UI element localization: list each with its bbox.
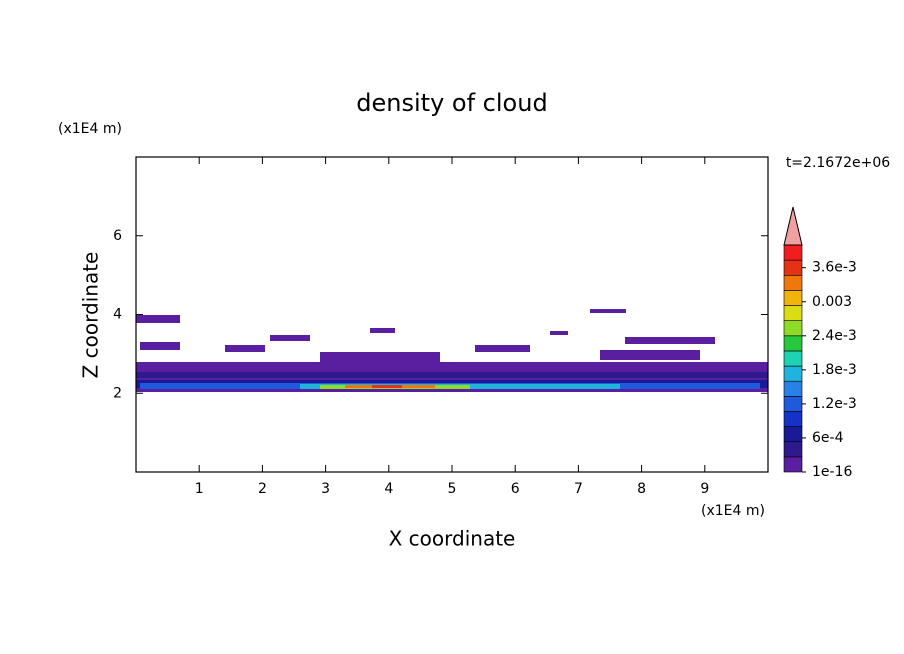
cloud-field xyxy=(136,309,768,392)
colorbar-extend xyxy=(783,206,803,246)
y-unit: (x1E4 m) xyxy=(58,121,122,137)
x-tick-label: 7 xyxy=(574,481,583,497)
colorbar-box xyxy=(783,259,803,276)
plot-frame xyxy=(135,156,769,473)
x-tick-label: 6 xyxy=(511,481,520,497)
colorbar-box xyxy=(783,426,803,443)
x-unit: (x1E4 m) xyxy=(701,503,765,519)
colorbar-box xyxy=(783,411,803,427)
colorbar-label: 3.6e-3 xyxy=(812,260,857,276)
colorbar-box xyxy=(783,456,803,473)
colorbar-box xyxy=(783,350,803,367)
colorbar-box xyxy=(783,244,803,261)
colorbar-box xyxy=(783,305,803,321)
colorbar-label: 1.2e-3 xyxy=(812,396,857,412)
x-tick-label: 8 xyxy=(637,481,646,497)
colorbar-box xyxy=(783,335,803,352)
x-tick-label: 3 xyxy=(321,481,330,497)
colorbar-box xyxy=(783,441,803,458)
colorbar-box xyxy=(783,365,803,382)
colorbar-box xyxy=(783,380,803,397)
colorbar-box xyxy=(783,274,803,291)
x-tick-label: 2 xyxy=(258,481,267,497)
colorbar-label: 1.8e-3 xyxy=(812,362,857,378)
colorbar-box xyxy=(783,290,803,306)
colorbar-box xyxy=(783,320,803,337)
chart-title: density of cloud xyxy=(356,89,547,117)
time-label: t=2.1672e+06 xyxy=(786,155,890,171)
x-label: X coordinate xyxy=(389,527,516,551)
y-label: Z coordinate xyxy=(79,252,103,379)
x-tick-label: 5 xyxy=(448,481,457,497)
y-tick-label: 2 xyxy=(113,385,122,401)
x-tick-label: 9 xyxy=(700,481,709,497)
y-tick-label: 4 xyxy=(113,307,122,323)
colorbar-label: 6e-4 xyxy=(812,430,844,446)
x-tick-label: 4 xyxy=(384,481,393,497)
colorbar-box xyxy=(783,396,803,412)
y-tick-label: 6 xyxy=(113,228,122,244)
x-tick-label: 1 xyxy=(195,481,204,497)
colorbar-label: 0.003 xyxy=(812,294,852,310)
colorbar-label: 1e-16 xyxy=(812,464,852,480)
colorbar-label: 2.4e-3 xyxy=(812,328,857,344)
